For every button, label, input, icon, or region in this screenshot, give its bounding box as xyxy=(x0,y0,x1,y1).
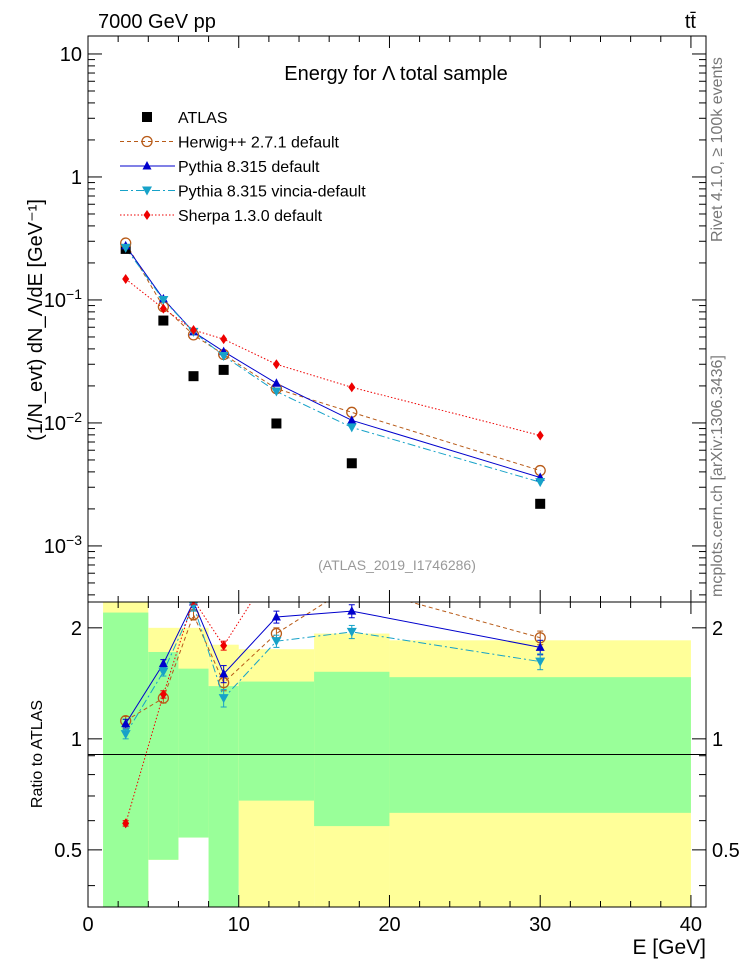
x-axis-label: E [GeV] xyxy=(632,936,706,959)
ratio-point-vincia xyxy=(346,627,357,637)
main-y-tick-label: 1 xyxy=(71,167,82,189)
main-line-pythia xyxy=(125,245,541,478)
main-panel: 10−3 10−2 10−1 1 10 Energy for Λ total sampl… xyxy=(25,35,707,603)
main-point-atlas xyxy=(188,371,199,382)
main-point-sherpa xyxy=(159,303,167,314)
main-point-pythia xyxy=(347,415,357,424)
main-y-tick-label: 10−1 xyxy=(44,286,82,312)
legend-label-atlas: ATLAS xyxy=(178,110,228,127)
main-y-tick-label: 10−2 xyxy=(44,409,82,435)
ratio-point-sherpa xyxy=(537,529,544,539)
main-point-vincia xyxy=(346,423,357,433)
ratio-band-inner xyxy=(208,686,239,907)
ratio-band-inner xyxy=(238,681,315,801)
ratio-band-inner xyxy=(314,671,390,827)
legend-marker-sherpa xyxy=(143,210,151,220)
analysis-id: (ATLAS_2019_I1746286) xyxy=(318,557,476,573)
ratio-point-sherpa xyxy=(273,558,280,568)
main-point-sherpa xyxy=(122,274,130,285)
energy-label: 7000 GeV pp xyxy=(98,11,216,33)
ratio-point-sherpa xyxy=(220,640,228,651)
ratio-point-pythia xyxy=(271,611,281,621)
ratio-band-inner xyxy=(178,668,209,838)
ratio-y-tick-label-right: 1 xyxy=(712,729,723,751)
main-point-vincia xyxy=(271,387,282,397)
ratio-point-vincia xyxy=(535,657,546,667)
main-point-atlas xyxy=(271,418,282,429)
main-point-vincia xyxy=(535,478,546,488)
ratio-point-vincia xyxy=(271,637,282,647)
ratio-point-pythia xyxy=(121,718,131,728)
main-point-atlas xyxy=(346,458,357,469)
ratio-panel: 0 10 20 30 40 0.5 0.5 1 1 2 2 Ratio to ATLAS E [Ge… xyxy=(29,508,740,959)
ratio-point-sherpa xyxy=(122,818,130,829)
ratio-point-vincia xyxy=(158,667,169,677)
legend-label-herwig: Herwig++ 2.7.1 default xyxy=(178,135,340,152)
main-y-tick-label: 10−3 xyxy=(44,532,82,558)
x-tick-label: 40 xyxy=(680,914,702,936)
legend-marker-herwig xyxy=(141,135,153,148)
process-label: tt̄ xyxy=(685,11,697,33)
x-tick-label: 0 xyxy=(82,914,93,936)
main-point-sherpa xyxy=(272,359,280,370)
x-tick-label: 20 xyxy=(378,914,400,936)
x-tick-label: 30 xyxy=(529,914,551,936)
ratio-y-tick-label: 2 xyxy=(71,618,82,640)
main-point-vincia xyxy=(158,295,169,305)
ratio-band-inner xyxy=(389,677,691,813)
legend-label-pythia: Pythia 8.315 default xyxy=(178,159,320,176)
main-point-sherpa xyxy=(348,382,356,393)
ratio-y-tick-label-right: 2 xyxy=(712,618,723,640)
chart-title: Energy for Λ total sample xyxy=(284,63,507,85)
ratio-point-vincia xyxy=(120,730,131,740)
legend: ATLAS Herwig++ 2.7.1 default Pythia 8.315 … xyxy=(120,110,366,225)
main-point-vincia xyxy=(218,352,229,362)
ratio-y-axis-label: Ratio to ATLAS xyxy=(29,700,46,808)
ratio-frame xyxy=(87,601,707,908)
ratio-point-vincia xyxy=(218,694,229,704)
main-point-pythia xyxy=(271,378,281,387)
ratio-band-inner xyxy=(148,651,179,860)
ratio-y-tick-label: 0.5 xyxy=(54,840,82,862)
main-point-sherpa xyxy=(536,430,544,441)
main-line-sherpa xyxy=(125,278,541,436)
main-point-atlas xyxy=(218,364,229,375)
main-line-vincia xyxy=(125,247,541,483)
legend-marker-pythia xyxy=(142,161,152,170)
ratio-point-pythia xyxy=(535,642,545,651)
legend-label-vincia: Pythia 8.315 vincia-default xyxy=(178,184,366,201)
main-point-atlas xyxy=(158,315,169,326)
ratio-point-herwig xyxy=(347,581,357,591)
main-y-axis-label: (1/N_evt) dN_Λ/dE [GeV⁻¹] xyxy=(25,199,47,441)
main-point-vincia xyxy=(120,243,131,253)
legend-marker-vincia xyxy=(142,186,152,196)
ratio-point-pythia xyxy=(158,658,168,668)
main-line-herwig xyxy=(125,242,541,472)
main-point-sherpa xyxy=(190,324,198,335)
ratio-point-sherpa xyxy=(191,602,196,605)
ratio-y-tick-label-right: 0.5 xyxy=(712,840,740,862)
rivet-version-label: Rivet 4.1.0, ≥ 100k events xyxy=(709,57,726,242)
main-y-tick-label: 10 xyxy=(60,44,82,66)
main-point-sherpa xyxy=(220,334,228,345)
legend-label-sherpa: Sherpa 1.3.0 default xyxy=(178,208,323,225)
ratio-band-inner xyxy=(103,612,149,907)
x-tick-label: 10 xyxy=(228,914,250,936)
legend-marker-atlas xyxy=(142,112,152,122)
ratio-point-pythia xyxy=(219,668,229,678)
ratio-point-pythia xyxy=(347,606,357,615)
mcplots-label: mcplots.cern.ch [arXiv:1306.3436] xyxy=(709,355,726,597)
main-point-atlas xyxy=(535,498,546,509)
ratio-point-sherpa xyxy=(159,689,167,700)
ratio-point-sherpa xyxy=(348,508,355,518)
ratio-y-tick-label: 1 xyxy=(71,729,82,751)
